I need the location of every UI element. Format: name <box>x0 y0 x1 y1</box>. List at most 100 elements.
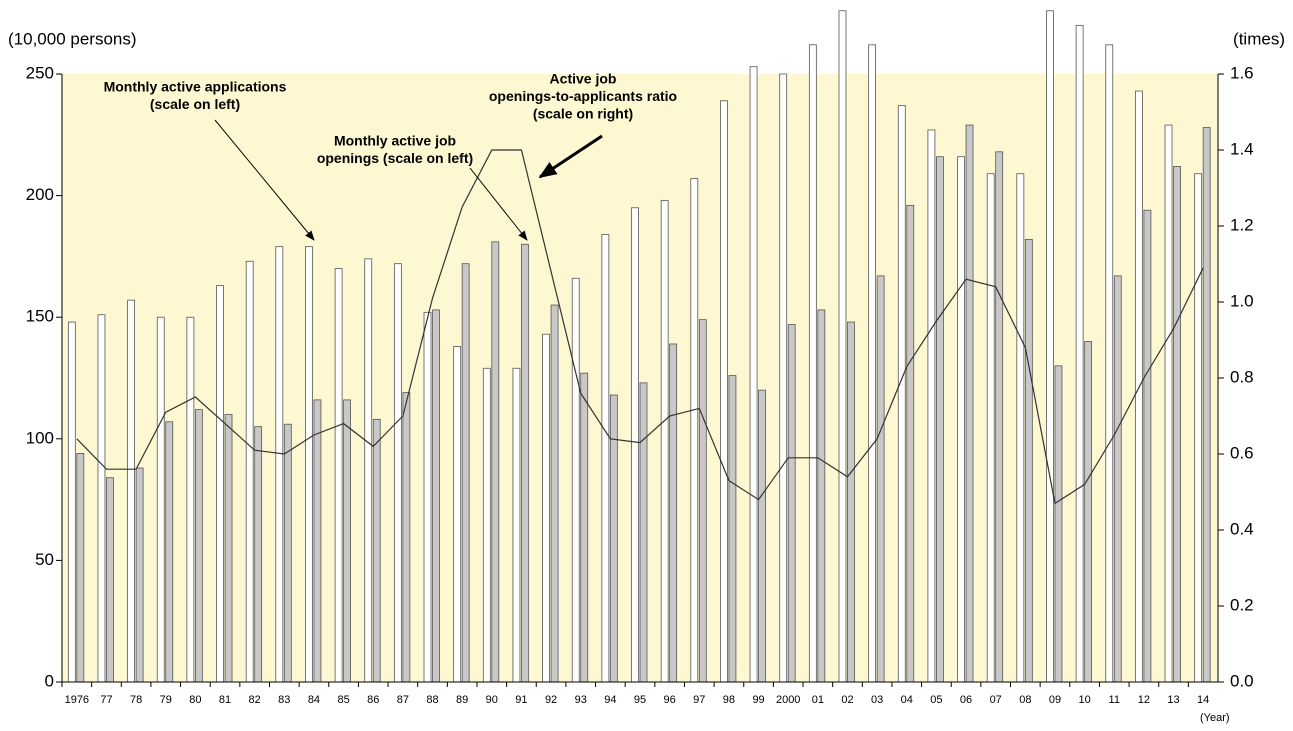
bar <box>127 299 136 683</box>
annotation: Monthly active applications <box>104 79 287 95</box>
bar <box>965 124 974 683</box>
annotation-arrow <box>469 167 528 241</box>
bar <box>542 333 550 683</box>
x-tick-label: 95 <box>634 694 646 706</box>
bar <box>1194 173 1203 683</box>
bar <box>1075 24 1084 683</box>
x-tick-label: 81 <box>219 694 231 706</box>
x-tick-label: 86 <box>367 694 379 706</box>
bar <box>512 367 521 683</box>
annotation: Active job <box>550 71 617 87</box>
x-tick-label: 14 <box>1197 694 1209 706</box>
bar <box>1113 275 1122 683</box>
bar <box>1202 127 1211 683</box>
y2-tick-label: 1.6 <box>1230 63 1254 82</box>
ratio-line <box>76 149 1204 505</box>
y-tick-label: 150 <box>26 307 54 326</box>
bar <box>106 477 114 683</box>
annotation: (scale on right) <box>533 106 633 122</box>
x-tick-label: 08 <box>1019 694 1031 706</box>
y2-tick-label: 0.0 <box>1230 671 1254 690</box>
bar <box>868 44 877 683</box>
annotation: openings-to-applicants ratio <box>489 88 677 104</box>
x-tick-label: 84 <box>308 694 320 706</box>
bar <box>957 156 965 683</box>
x-tick-label: 2000 <box>776 694 800 706</box>
bar <box>660 200 669 683</box>
bar <box>432 309 440 683</box>
x-tick-label: 04 <box>901 694 913 706</box>
y2-tick-label: 1.4 <box>1230 139 1254 158</box>
y-tick-label: 200 <box>26 185 54 204</box>
x-tick-label: 11 <box>1109 694 1120 706</box>
x-tick-label: 91 <box>515 694 527 706</box>
bar <box>343 399 351 683</box>
bar <box>787 324 796 683</box>
bar <box>521 243 529 683</box>
bar <box>1105 44 1114 683</box>
bar <box>927 129 936 683</box>
bar <box>1016 173 1025 683</box>
x-tick-label: 89 <box>456 694 468 706</box>
y-axis-label: (10,000 persons) <box>8 29 137 48</box>
x-tick-label: 85 <box>337 694 349 706</box>
x-tick-label: 88 <box>426 694 438 706</box>
bar <box>847 321 855 683</box>
x-tick-label: 97 <box>693 694 705 706</box>
bar <box>275 246 284 683</box>
x-tick-label: 79 <box>160 694 172 706</box>
bar <box>334 268 343 683</box>
x-tick-label: 06 <box>960 694 972 706</box>
x-tick-label: 94 <box>604 694 616 706</box>
y-tick-label: 50 <box>35 550 54 569</box>
bar <box>491 241 500 683</box>
x-tick-label: 82 <box>249 694 261 706</box>
y2-tick-label: 0.8 <box>1230 367 1254 386</box>
bar <box>758 389 766 683</box>
bar <box>283 423 292 683</box>
x-axis-label: (Year) <box>1200 712 1230 724</box>
bar <box>402 392 411 683</box>
x-tick-label: 10 <box>1078 694 1090 706</box>
bar <box>698 319 707 683</box>
x-tick-label: 02 <box>841 694 853 706</box>
y2-tick-label: 1.2 <box>1230 215 1254 234</box>
bar <box>97 314 106 683</box>
bar <box>461 263 470 683</box>
bar <box>936 156 944 683</box>
bar <box>165 421 174 683</box>
x-tick-label: 13 <box>1167 694 1179 706</box>
bar <box>313 399 322 683</box>
x-tick-label: 83 <box>278 694 290 706</box>
bar <box>76 452 85 683</box>
bar <box>897 105 906 683</box>
bar <box>720 100 728 683</box>
bar <box>639 382 648 683</box>
x-tick-label: 77 <box>100 694 112 706</box>
bar <box>453 345 462 683</box>
bar <box>364 258 373 683</box>
y2-tick-label: 0.2 <box>1230 595 1254 614</box>
y-tick-label: 250 <box>26 63 54 82</box>
x-tick-label: 01 <box>812 694 824 706</box>
bar <box>906 204 915 683</box>
x-tick-label: 90 <box>486 694 498 706</box>
x-tick-label: 87 <box>397 694 409 706</box>
bar <box>156 316 165 683</box>
annotation: openings (scale on left) <box>317 150 473 166</box>
bar <box>749 66 758 683</box>
bar <box>571 277 580 683</box>
bar <box>995 151 1004 683</box>
x-tick-label: 80 <box>189 694 201 706</box>
bar <box>986 173 995 683</box>
bar <box>423 311 432 683</box>
x-tick-label: 92 <box>545 694 557 706</box>
y2-tick-label: 0.4 <box>1230 519 1254 538</box>
x-tick-label: 07 <box>990 694 1002 706</box>
bar <box>876 275 885 683</box>
bar <box>482 367 491 683</box>
bar <box>1173 166 1181 683</box>
bar <box>216 285 224 683</box>
bar <box>1164 124 1173 683</box>
